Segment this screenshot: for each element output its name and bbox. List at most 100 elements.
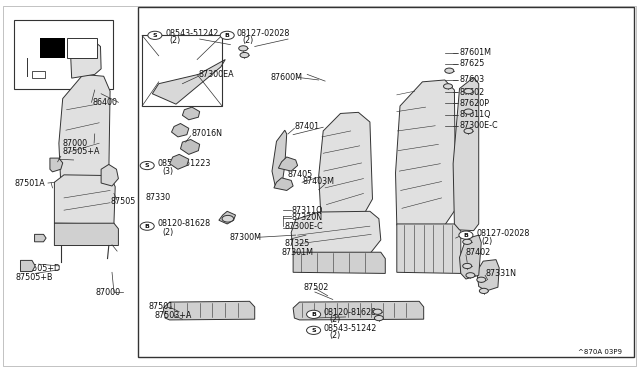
- Bar: [138, 7, 634, 357]
- Text: 87620P: 87620P: [460, 99, 490, 108]
- Polygon shape: [54, 175, 115, 224]
- Circle shape: [444, 84, 452, 89]
- Circle shape: [307, 326, 321, 334]
- Text: 87325: 87325: [285, 239, 310, 248]
- Circle shape: [466, 273, 475, 278]
- Circle shape: [463, 263, 472, 269]
- Polygon shape: [293, 301, 424, 320]
- Text: 08513-51223: 08513-51223: [157, 159, 211, 168]
- Polygon shape: [397, 224, 461, 273]
- Text: 87503+A: 87503+A: [155, 311, 192, 320]
- Text: 87505+B: 87505+B: [16, 273, 54, 282]
- Text: ^870A 03P9: ^870A 03P9: [578, 349, 622, 355]
- Text: (2): (2): [481, 237, 493, 246]
- Polygon shape: [35, 234, 46, 242]
- Polygon shape: [59, 74, 110, 184]
- Text: 87403M: 87403M: [302, 177, 334, 186]
- Polygon shape: [180, 140, 200, 154]
- Circle shape: [220, 31, 234, 39]
- Circle shape: [307, 310, 321, 318]
- Circle shape: [239, 46, 248, 51]
- Text: (2): (2): [170, 36, 181, 45]
- Text: 08543-51242: 08543-51242: [165, 29, 218, 38]
- Polygon shape: [182, 107, 200, 120]
- Text: 87000: 87000: [96, 288, 121, 296]
- Circle shape: [461, 232, 470, 238]
- Circle shape: [477, 277, 486, 282]
- Text: 87331N: 87331N: [485, 269, 516, 278]
- Text: 87603: 87603: [460, 76, 484, 84]
- Text: 87625: 87625: [460, 60, 485, 68]
- Polygon shape: [170, 154, 189, 169]
- Text: 87611Q: 87611Q: [460, 110, 491, 119]
- Text: S: S: [145, 163, 150, 168]
- Polygon shape: [274, 178, 293, 190]
- Text: 87402: 87402: [466, 248, 491, 257]
- Bar: [142, 35, 222, 106]
- Text: 87300E-C: 87300E-C: [460, 121, 498, 130]
- Text: S: S: [152, 33, 157, 38]
- Text: 87600M: 87600M: [270, 73, 302, 82]
- Circle shape: [464, 109, 473, 114]
- Polygon shape: [453, 77, 479, 231]
- Text: B: B: [311, 312, 316, 317]
- Circle shape: [240, 52, 249, 58]
- Text: 86400: 86400: [93, 98, 118, 107]
- Polygon shape: [460, 235, 481, 279]
- Text: 87016N: 87016N: [192, 129, 223, 138]
- Circle shape: [463, 239, 472, 244]
- Text: 87401: 87401: [294, 122, 319, 131]
- Text: (3): (3): [163, 167, 173, 176]
- Polygon shape: [291, 211, 381, 254]
- Text: S: S: [311, 328, 316, 333]
- Polygon shape: [54, 223, 118, 246]
- Polygon shape: [101, 164, 118, 186]
- Polygon shape: [152, 60, 225, 104]
- Circle shape: [464, 128, 473, 134]
- Circle shape: [445, 68, 454, 73]
- Polygon shape: [477, 260, 499, 291]
- Polygon shape: [319, 112, 372, 224]
- Text: 08120-81628: 08120-81628: [324, 308, 377, 317]
- Text: (2): (2): [329, 331, 340, 340]
- Text: 87602: 87602: [460, 88, 484, 97]
- Circle shape: [373, 309, 382, 314]
- Text: 87601M: 87601M: [460, 48, 492, 57]
- Text: 87300E-C: 87300E-C: [285, 222, 323, 231]
- Polygon shape: [272, 130, 287, 187]
- Polygon shape: [293, 252, 385, 273]
- Text: 87301M: 87301M: [282, 248, 314, 257]
- Text: 87000: 87000: [63, 139, 88, 148]
- Text: 87501A: 87501A: [14, 179, 45, 187]
- Text: 87505+A: 87505+A: [63, 147, 100, 156]
- Circle shape: [464, 89, 473, 94]
- Text: B: B: [145, 224, 150, 229]
- Text: 08543-51242: 08543-51242: [324, 324, 377, 333]
- Text: 87505: 87505: [110, 197, 136, 206]
- Text: 08127-02028: 08127-02028: [237, 29, 290, 38]
- Bar: [67, 38, 97, 58]
- Text: B: B: [463, 232, 468, 238]
- Polygon shape: [219, 211, 236, 224]
- Text: 08120-81628: 08120-81628: [157, 219, 211, 228]
- Text: 87501: 87501: [148, 302, 173, 311]
- Text: 87300M: 87300M: [229, 233, 261, 242]
- Circle shape: [374, 315, 383, 321]
- Bar: [14, 20, 113, 89]
- Circle shape: [222, 215, 234, 222]
- Circle shape: [140, 222, 154, 230]
- Text: (2): (2): [242, 36, 253, 45]
- Text: B: B: [225, 33, 230, 38]
- Circle shape: [479, 288, 488, 294]
- Circle shape: [140, 161, 154, 170]
- Text: 87405: 87405: [288, 170, 313, 179]
- Polygon shape: [278, 157, 298, 171]
- Text: 87505+D: 87505+D: [22, 264, 61, 273]
- Polygon shape: [172, 124, 189, 137]
- Polygon shape: [163, 301, 255, 320]
- Polygon shape: [396, 80, 456, 225]
- Text: 08127-02028: 08127-02028: [476, 229, 529, 238]
- Text: 87311Q: 87311Q: [291, 206, 323, 215]
- Polygon shape: [20, 260, 35, 272]
- Text: (2): (2): [163, 228, 174, 237]
